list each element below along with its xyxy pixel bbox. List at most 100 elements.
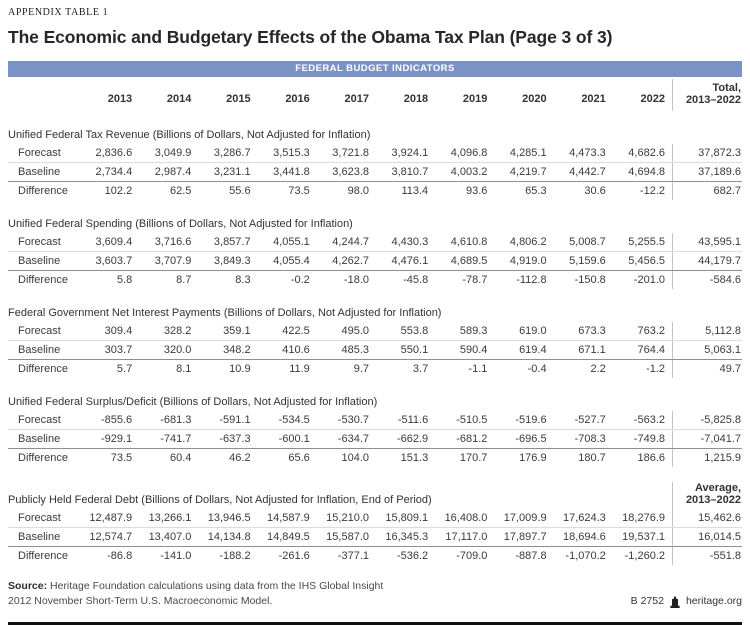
row-label: Baseline [18, 166, 61, 178]
cell-value: 4,476.1 [391, 255, 429, 267]
row-label: Difference [18, 452, 68, 464]
cell-value: 3,716.6 [154, 236, 192, 248]
cell-value: -12.2 [639, 185, 665, 197]
row-label: Forecast [18, 512, 61, 524]
cell-value: 309.4 [104, 325, 133, 337]
cell-value: 4,055.1 [273, 236, 310, 248]
cell-value: 16,345.3 [385, 531, 429, 543]
cell-value: -0.2 [290, 274, 310, 286]
cell-value: 3,049.9 [154, 147, 192, 159]
section-heading-row: Federal Government Net Interest Payments… [8, 304, 742, 322]
cell-value: 359.1 [223, 325, 251, 337]
cell-value: 104.0 [341, 452, 369, 464]
cell-total: 37,872.3 [672, 144, 742, 162]
cell-value: -527.7 [574, 414, 606, 426]
heritage-logo-icon [669, 595, 681, 608]
cell-value: -188.2 [219, 550, 251, 562]
cell-value: -709.0 [456, 550, 488, 562]
row-label: Baseline [18, 344, 61, 356]
column-header-year: 2019 [462, 93, 488, 105]
cell-value: 102.2 [104, 185, 133, 197]
cell-value: -855.6 [100, 414, 133, 426]
cell-value: -510.5 [456, 414, 488, 426]
cell-total: 682.7 [672, 182, 742, 200]
cell-value: 348.2 [223, 344, 251, 356]
table-section: Unified Federal Surplus/Deficit (Billion… [8, 393, 742, 467]
cell-value: 320.0 [163, 344, 192, 356]
column-header-year: 2020 [522, 93, 547, 105]
row-label: Baseline [18, 433, 61, 445]
table-band-header: FEDERAL BUDGET INDICATORS [8, 61, 742, 77]
source-line2: 2012 November Short-Term U.S. Macroecono… [8, 595, 273, 607]
cell-value: 3,707.9 [154, 255, 192, 267]
cell-value: 14,134.8 [207, 531, 251, 543]
cell-value: 4,244.7 [332, 236, 369, 248]
cell-value: 18,694.6 [562, 531, 606, 543]
cell-value: 5.8 [116, 274, 133, 286]
cell-value: -696.5 [515, 433, 547, 445]
cell-value: 17,624.3 [562, 512, 606, 524]
cell-value: 590.4 [459, 344, 488, 356]
column-header-total: Total, 2013–2022 [672, 79, 742, 111]
column-header-year: 2014 [166, 93, 192, 105]
cell-value: 495.0 [341, 325, 369, 337]
cell-total: 44,179.7 [672, 252, 742, 270]
cell-value: -86.8 [107, 550, 133, 562]
cell-value: 5,159.6 [569, 255, 606, 267]
cell-value: 113.4 [401, 185, 429, 197]
row-label: Difference [18, 185, 68, 197]
cell-value: 4,682.6 [628, 147, 665, 159]
site-link[interactable]: heritage.org [685, 595, 742, 607]
cell-value: 619.4 [519, 344, 547, 356]
cell-value: 8.1 [176, 363, 192, 375]
cell-total: 5,063.1 [672, 341, 742, 359]
cell-value: 186.6 [637, 452, 665, 464]
table-row: Baseline 2,734.4 2,987.4 3,231.1 3,441.8 3,62… [8, 163, 742, 182]
cell-value: 4,694.8 [628, 166, 665, 178]
column-header-year: 2013 [107, 93, 133, 105]
row-label: Forecast [18, 147, 61, 159]
source-note: Source: Heritage Foundation calculations… [8, 579, 383, 609]
cell-value: -534.5 [278, 414, 310, 426]
cell-value: -536.2 [396, 550, 429, 562]
cell-value: -662.9 [396, 433, 429, 445]
cell-value: 9.7 [353, 363, 369, 375]
cell-value: -600.1 [278, 433, 310, 445]
table-row: Forecast 309.4 328.2 359.1 422.5 495.0 553.8 58… [8, 322, 742, 341]
cell-value: -749.8 [633, 433, 665, 445]
source-label: Source: [8, 580, 48, 592]
cell-value: 65.6 [288, 452, 310, 464]
cell-value: -1,260.2 [624, 550, 665, 562]
cell-value: 4,055.4 [273, 255, 310, 267]
cell-value: 589.3 [459, 325, 488, 337]
cell-value: -708.3 [574, 433, 606, 445]
cell-value: 17,897.7 [503, 531, 547, 543]
table-row: Difference 73.5 60.4 46.2 65.6 104.0 151.3 170.… [8, 449, 742, 467]
cell-total: 1,215.9 [672, 449, 742, 467]
cell-value: 2,734.4 [95, 166, 133, 178]
row-label: Forecast [18, 325, 61, 337]
cell-value: -45.8 [403, 274, 429, 286]
cell-value: 673.3 [578, 325, 606, 337]
cell-value: 5,255.5 [628, 236, 665, 248]
cell-value: 4,003.2 [450, 166, 488, 178]
cell-value: 3.7 [412, 363, 429, 375]
cell-value: -0.4 [527, 363, 547, 375]
table-row: Difference -86.8 -141.0 -188.2 -261.6 -377.1 -… [8, 547, 742, 565]
budget-table: 2013 2014 2015 2016 2017 2018 2019 2020 2021 2022… [8, 77, 742, 565]
cell-value: 4,473.3 [569, 147, 606, 159]
cell-value: 485.3 [341, 344, 369, 356]
table-eyebrow: APPENDIX TABLE 1 [8, 7, 109, 18]
cell-total: -584.6 [672, 271, 742, 289]
cell-value: -78.7 [462, 274, 488, 286]
cell-value: 11.9 [289, 363, 310, 375]
table-row: Forecast 2,836.6 3,049.9 3,286.7 3,515.3 3,72… [8, 144, 742, 163]
cell-value: 55.6 [229, 185, 251, 197]
column-header-year: 2022 [640, 93, 665, 105]
cell-value: -563.2 [633, 414, 665, 426]
cell-value: 170.7 [459, 452, 488, 464]
row-label: Forecast [18, 414, 61, 426]
cell-value: 550.1 [400, 344, 429, 356]
section-heading-row: Unified Federal Spending (Billions of Do… [8, 215, 742, 233]
column-header-average: Average, 2013–2022 [672, 482, 742, 509]
